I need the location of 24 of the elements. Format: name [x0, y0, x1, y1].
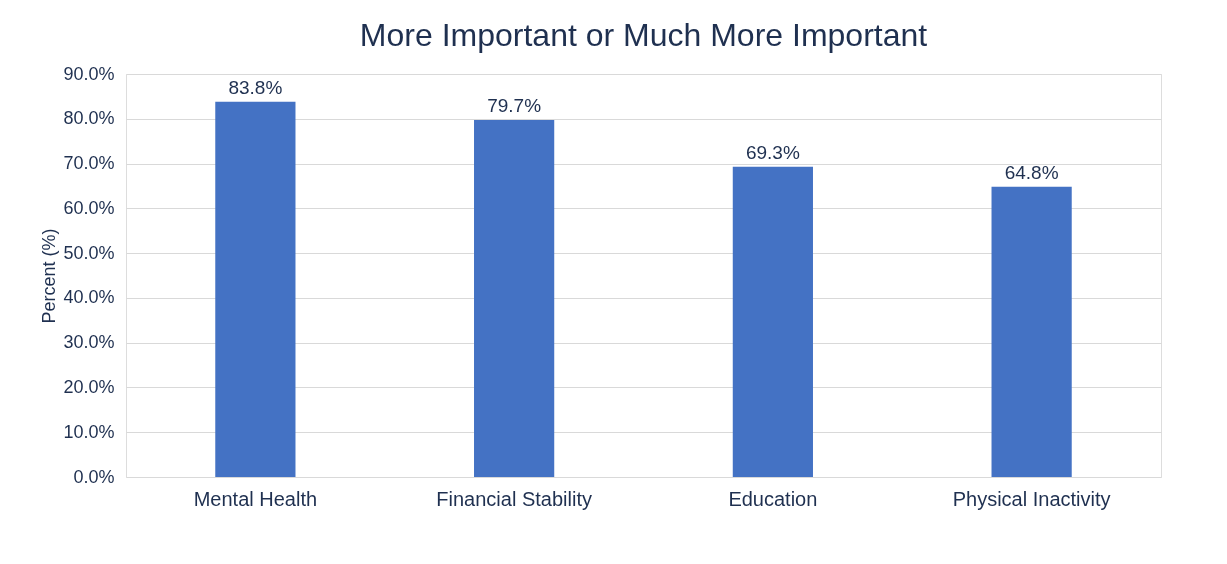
data-label: 64.8% — [1004, 161, 1059, 183]
data-label: 83.8% — [228, 76, 283, 98]
chart-title: More Important or Much More Important — [359, 17, 928, 53]
x-tick-label: Physical Inactivity — [952, 487, 1111, 510]
y-tick-label: 50.0% — [63, 242, 115, 263]
bar — [474, 120, 555, 477]
x-tick-label: Mental Health — [193, 487, 318, 510]
y-tick-label: 30.0% — [63, 332, 115, 353]
x-tick-label: Education — [728, 487, 818, 510]
y-tick-label: 80.0% — [63, 108, 115, 129]
y-tick-label: 40.0% — [63, 287, 115, 308]
y-axis-title: Percent (%) — [39, 228, 60, 324]
data-label: 79.7% — [487, 95, 542, 117]
bar — [991, 186, 1072, 477]
y-tick-label: 20.0% — [63, 376, 115, 397]
x-tick-label: Financial Stability — [436, 487, 592, 510]
data-label: 69.3% — [745, 141, 800, 163]
y-tick-label: 10.0% — [63, 421, 115, 442]
y-tick-label: 90.0% — [63, 63, 115, 84]
bar — [732, 166, 813, 477]
y-tick-label: 60.0% — [63, 197, 115, 218]
y-tick-label: 0.0% — [73, 466, 115, 487]
bar — [215, 101, 296, 477]
y-tick-label: 70.0% — [63, 153, 115, 174]
